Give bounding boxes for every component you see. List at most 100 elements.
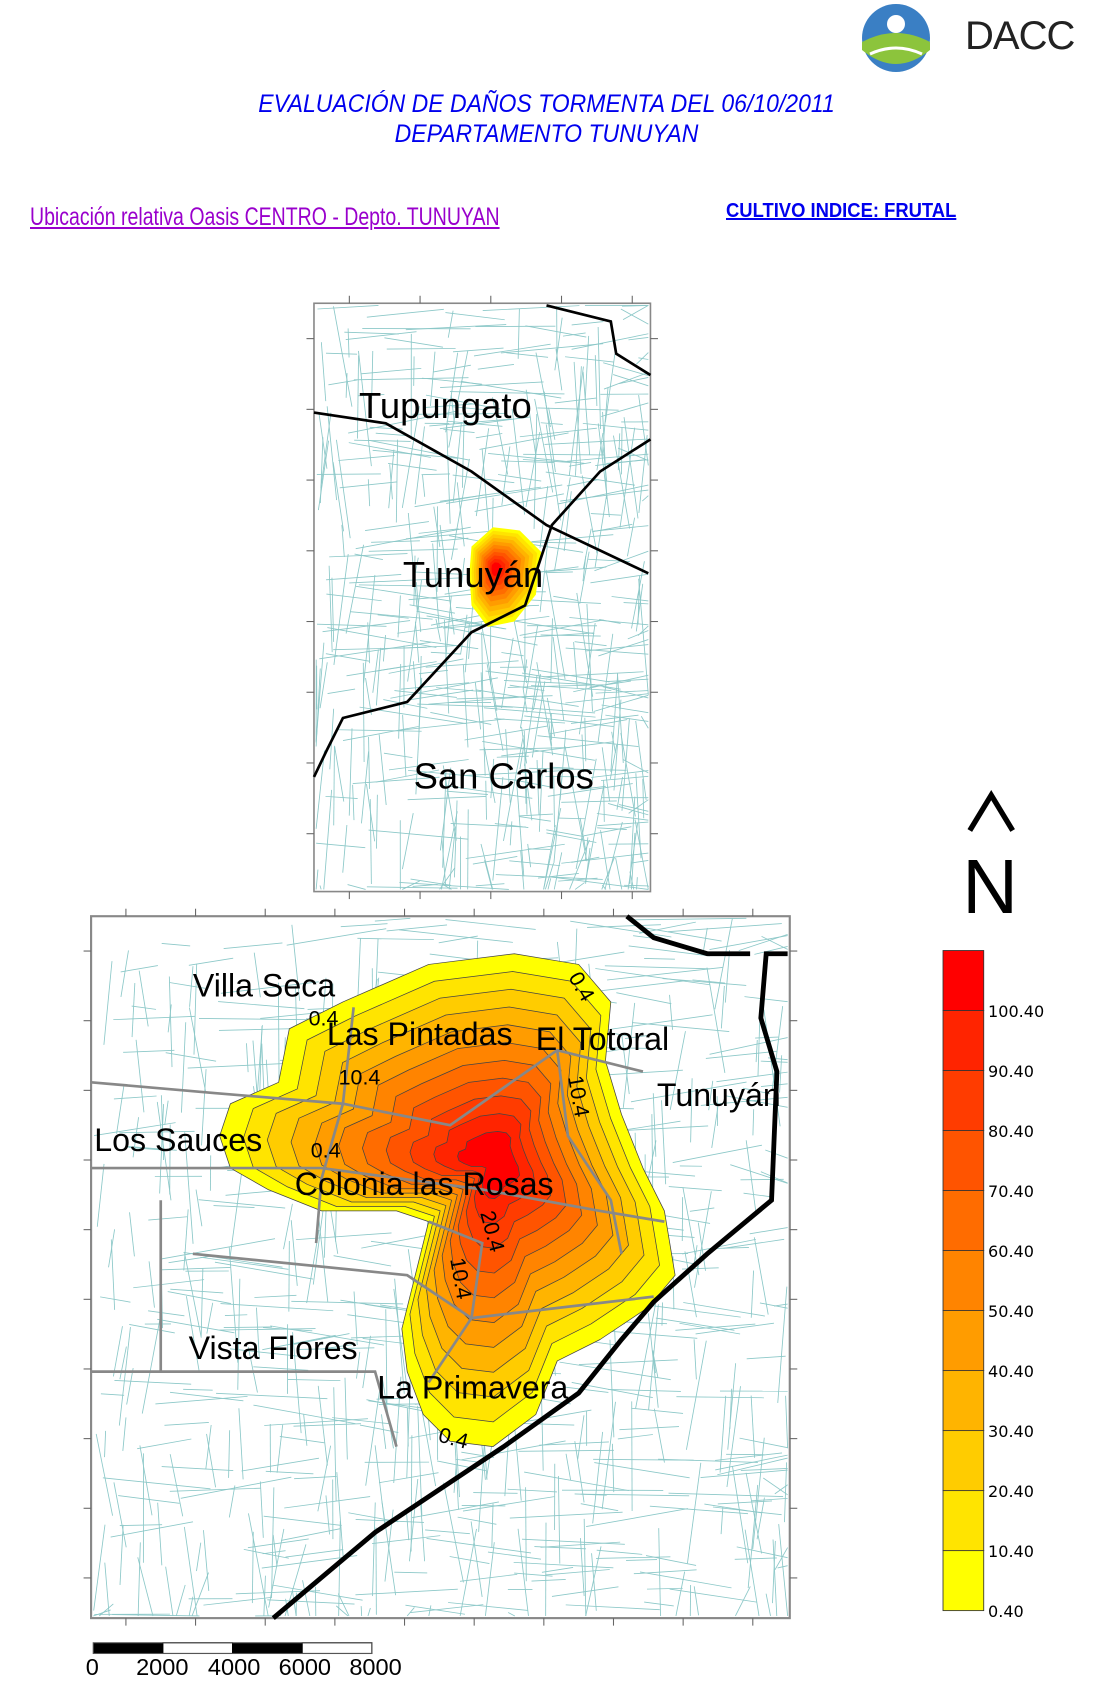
parcel-line <box>609 744 618 780</box>
parcel-line <box>596 1556 671 1559</box>
parcel-line <box>386 924 448 932</box>
parcel-line <box>620 732 636 817</box>
parcel-line <box>695 1322 775 1335</box>
parcel-line <box>487 1551 542 1560</box>
parcel-line <box>407 689 474 701</box>
parcel-line <box>711 1107 719 1148</box>
parcel-line <box>473 343 551 357</box>
parcel-line <box>700 1096 788 1106</box>
parcel-line <box>635 720 647 800</box>
parcel-line <box>445 352 459 433</box>
parcel-line <box>779 1055 783 1093</box>
legend-label: 10.40 <box>988 1542 1034 1561</box>
parcel-line <box>631 561 645 629</box>
parcel-line <box>727 1363 737 1450</box>
parcel-line <box>317 304 379 310</box>
parcel-line <box>367 622 371 664</box>
legend-label: 100.40 <box>988 1002 1044 1021</box>
parcel-line <box>448 350 469 448</box>
parcel-line <box>772 1540 776 1604</box>
parcel-line <box>291 1300 404 1305</box>
parcel-line <box>669 994 673 1030</box>
parcel-line <box>398 718 505 731</box>
parcel-line <box>537 872 579 879</box>
parcel-line <box>641 495 649 502</box>
parcel-line <box>669 1031 686 1110</box>
parcel-line <box>579 1538 585 1597</box>
parcel-line <box>676 1396 764 1399</box>
parcel-line <box>203 1597 271 1606</box>
parcel-line <box>482 305 580 312</box>
parcel-line <box>200 1256 289 1270</box>
legend-label: 0.40 <box>988 1602 1024 1621</box>
parcel-line <box>624 884 649 887</box>
parcel-line <box>248 1513 269 1617</box>
parcel-line <box>636 926 722 942</box>
parcel-line <box>580 1493 690 1497</box>
parcel-line <box>525 389 537 455</box>
parcel-line <box>649 1505 749 1515</box>
parcel-line <box>642 778 645 819</box>
crop-index-link[interactable]: CULTIVO INDICE: FRUTAL <box>726 200 957 222</box>
location-link[interactable]: Ubicación relativa Oasis CENTRO - Depto.… <box>30 203 500 231</box>
parcel-line <box>449 391 565 395</box>
parcel-line <box>504 1428 510 1497</box>
parcel-line <box>472 856 518 865</box>
parcel-line <box>383 752 413 759</box>
parcel-line <box>569 839 590 890</box>
parcel-line <box>341 524 345 558</box>
parcel-line <box>110 1239 116 1310</box>
parcel-line <box>648 1304 659 1410</box>
parcel-line <box>524 765 533 821</box>
parcel-line <box>342 726 419 741</box>
overview-ticks <box>306 295 658 900</box>
parcel-line <box>738 933 788 952</box>
parcel-line <box>604 1014 713 1031</box>
parcel-line <box>533 413 538 529</box>
parcel-line <box>443 619 450 714</box>
parcel-line <box>441 837 447 886</box>
parcel-line <box>537 407 619 411</box>
parcel-line <box>251 1531 254 1604</box>
parcel-line <box>138 970 149 1027</box>
parcel-line <box>709 935 788 950</box>
parcel-line <box>467 809 469 890</box>
parcel-line <box>335 1605 349 1617</box>
parcel-line <box>575 758 597 870</box>
parcel-line <box>132 1117 139 1158</box>
parcel-line <box>509 1511 623 1519</box>
parcel-line <box>587 924 661 928</box>
parcel-line <box>570 920 672 938</box>
parcel-line <box>565 647 649 655</box>
parcel-line <box>496 755 529 758</box>
parcel-line <box>361 751 370 824</box>
parcel-line <box>180 1476 292 1499</box>
parcel-line <box>169 1124 171 1195</box>
parcel-line <box>638 394 649 466</box>
parcel-line <box>615 857 623 890</box>
parcel-line <box>629 871 635 890</box>
parcel-line <box>100 1393 125 1396</box>
parcel-line <box>452 347 504 353</box>
parcel-line <box>712 1246 749 1249</box>
parcel-line <box>626 517 636 557</box>
overview-parcels <box>315 304 649 890</box>
parcel-line <box>366 784 376 842</box>
parcel-line <box>225 1190 276 1196</box>
parcel-line <box>286 928 387 946</box>
parcel-line <box>580 785 606 790</box>
parcel-line <box>576 592 594 697</box>
parcel-line <box>631 1407 684 1414</box>
parcel-line <box>394 1571 428 1574</box>
parcel-line <box>388 658 464 674</box>
parcel-line <box>612 1443 615 1493</box>
parcel-line <box>446 790 488 795</box>
parcel-line <box>127 1146 177 1151</box>
parcel-line <box>328 379 358 386</box>
parcel-line <box>284 1496 371 1509</box>
parcel-line <box>628 799 649 814</box>
parcel-line <box>524 1471 630 1492</box>
parcel-line <box>525 1487 527 1582</box>
parcel-line <box>367 479 371 507</box>
parcel-line <box>484 747 496 804</box>
